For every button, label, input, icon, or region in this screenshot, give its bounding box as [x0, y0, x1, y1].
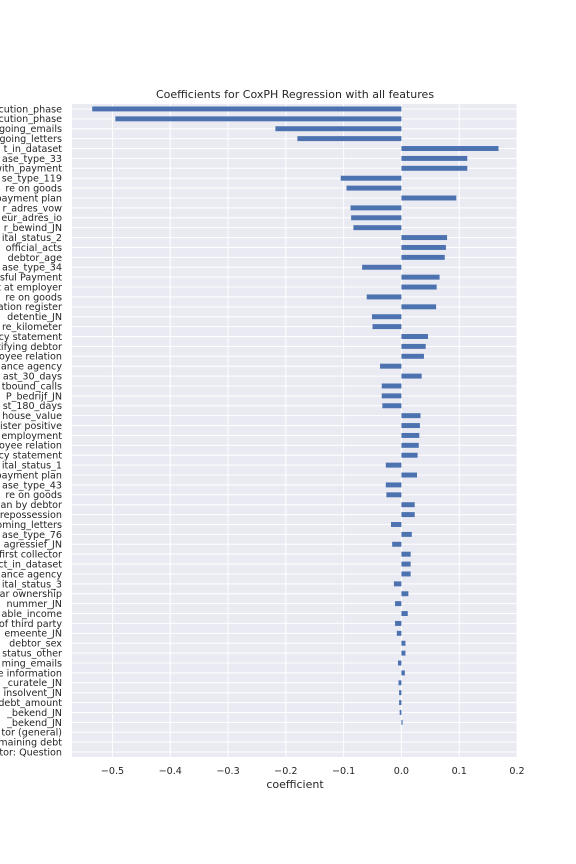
bar [401, 255, 444, 260]
bar [373, 324, 402, 329]
bar [401, 552, 410, 557]
bar [401, 235, 447, 240]
bar [386, 482, 402, 487]
x-tick-label: 0.1 [452, 766, 467, 777]
bar [401, 433, 419, 438]
bar [401, 413, 420, 418]
bar [391, 522, 401, 527]
bar [382, 384, 402, 389]
bar [380, 364, 401, 369]
bar [401, 532, 411, 537]
x-tick-labels: −0.5 −0.4 −0.3 −0.2 −0.1 0.0 0.1 0.2 [101, 766, 525, 777]
bar [395, 601, 401, 606]
bar [392, 542, 401, 547]
bar [297, 136, 401, 141]
bar [401, 651, 405, 656]
bar [386, 463, 402, 468]
bar [353, 225, 401, 230]
bar [401, 146, 498, 151]
bar [401, 245, 446, 250]
x-tick-label: 0.0 [394, 766, 409, 777]
bar [115, 116, 401, 121]
bar [367, 294, 402, 299]
bar [401, 720, 402, 725]
bar [401, 166, 467, 171]
bar [401, 334, 428, 339]
bar [401, 562, 410, 567]
bar [351, 205, 402, 210]
bar [401, 285, 436, 290]
bar [401, 443, 418, 448]
bar [401, 354, 424, 359]
x-tick-label: −0.4 [159, 766, 182, 777]
bar [397, 631, 402, 636]
bar [92, 106, 401, 111]
bar [399, 690, 401, 695]
y-tick-label: tor: Question [0, 747, 62, 758]
bar [372, 314, 401, 319]
bar [382, 403, 401, 408]
bar [401, 611, 407, 616]
bar [275, 126, 401, 131]
bar [401, 423, 419, 428]
bar [401, 196, 456, 201]
bar [351, 215, 401, 220]
bar [347, 186, 402, 191]
bar [401, 571, 410, 576]
bar [394, 581, 402, 586]
bar [401, 502, 414, 507]
bar [399, 680, 402, 685]
bar [398, 661, 401, 666]
bar [362, 265, 401, 270]
bar [401, 512, 414, 517]
y-tick-labels: cution_phasecution_phasegoing_emailsgoin… [0, 104, 62, 758]
bar [401, 344, 425, 349]
bar [401, 374, 421, 379]
x-tick-label: −0.2 [274, 766, 297, 777]
bar [401, 591, 408, 596]
bar [386, 492, 401, 497]
bar [341, 176, 402, 181]
bar [401, 304, 436, 309]
bar [401, 453, 417, 458]
x-tick-label: −0.1 [332, 766, 355, 777]
bar [401, 473, 417, 478]
plot-area [72, 104, 517, 757]
bar [395, 621, 401, 626]
x-tick-label: 0.2 [509, 766, 524, 777]
bar [401, 641, 405, 646]
bar [399, 700, 401, 705]
bar [401, 156, 467, 161]
x-axis-label: coefficient [266, 778, 324, 791]
bar [401, 275, 439, 280]
bar [401, 670, 404, 675]
x-tick-label: −0.5 [101, 766, 124, 777]
bar [400, 710, 402, 715]
chart-title: Coefficients for CoxPH Regression with a… [156, 88, 434, 101]
x-tick-label: −0.3 [216, 766, 239, 777]
bar [382, 393, 402, 398]
